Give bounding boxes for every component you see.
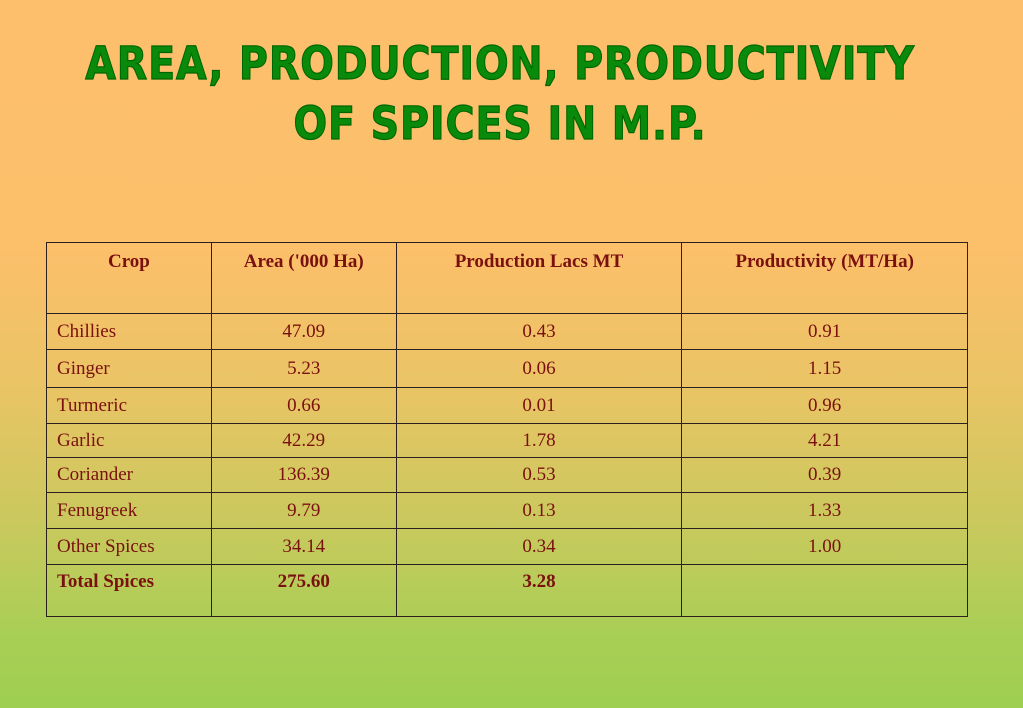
crop-cell: Coriander [46, 457, 212, 493]
production-cell: 0.06 [395, 349, 683, 388]
total-area-cell: 275.60 [210, 564, 397, 617]
table-row: Other Spices 34.14 0.34 1.00 [46, 528, 968, 565]
area-cell: 47.09 [210, 313, 397, 350]
area-cell: 42.29 [210, 423, 397, 458]
spices-table: Crop Area ('000 Ha) Production Lacs MT P… [46, 242, 968, 617]
production-cell: 1.78 [395, 423, 683, 458]
table-row: Chillies 47.09 0.43 0.91 [46, 313, 968, 350]
crop-cell: Chillies [46, 313, 212, 350]
area-cell: 34.14 [210, 528, 397, 565]
table-header-row: Crop Area ('000 Ha) Production Lacs MT P… [46, 242, 968, 314]
crop-cell: Garlic [46, 423, 212, 458]
crop-cell: Ginger [46, 349, 212, 388]
area-cell: 136.39 [210, 457, 397, 493]
productivity-cell: 0.91 [681, 313, 968, 350]
crop-cell: Other Spices [46, 528, 212, 565]
table-row: Garlic 42.29 1.78 4.21 [46, 423, 968, 458]
total-label-cell: Total Spices [46, 564, 212, 617]
crop-cell: Turmeric [46, 387, 212, 424]
table-row: Fenugreek 9.79 0.13 1.33 [46, 492, 968, 529]
header-crop: Crop [46, 242, 212, 314]
area-cell: 5.23 [210, 349, 397, 388]
production-cell: 0.43 [395, 313, 683, 350]
table-total-row: Total Spices 275.60 3.28 [46, 564, 968, 617]
area-cell: 0.66 [210, 387, 397, 424]
crop-cell: Fenugreek [46, 492, 212, 529]
area-cell: 9.79 [210, 492, 397, 529]
total-productivity-cell [681, 564, 968, 617]
production-cell: 0.34 [395, 528, 683, 565]
table-row: Turmeric 0.66 0.01 0.96 [46, 387, 968, 424]
productivity-cell: 1.15 [681, 349, 968, 388]
productivity-cell: 4.21 [681, 423, 968, 458]
table-row: Ginger 5.23 0.06 1.15 [46, 349, 968, 388]
header-area: Area ('000 Ha) [210, 242, 397, 314]
title-line-1: AREA, PRODUCTION, PRODUCTIVITY [85, 36, 915, 90]
header-production: Production Lacs MT [395, 242, 683, 314]
productivity-cell: 1.00 [681, 528, 968, 565]
title-line-2: OF SPICES IN M.P. [293, 96, 707, 150]
production-cell: 0.53 [395, 457, 683, 493]
productivity-cell: 1.33 [681, 492, 968, 529]
header-productivity: Productivity (MT/Ha) [681, 242, 968, 314]
productivity-cell: 0.39 [681, 457, 968, 493]
slide-title: AREA, PRODUCTION, PRODUCTIVITY OF SPICES… [60, 34, 940, 154]
production-cell: 0.13 [395, 492, 683, 529]
table-row: Coriander 136.39 0.53 0.39 [46, 457, 968, 493]
productivity-cell: 0.96 [681, 387, 968, 424]
production-cell: 0.01 [395, 387, 683, 424]
total-production-cell: 3.28 [395, 564, 683, 617]
